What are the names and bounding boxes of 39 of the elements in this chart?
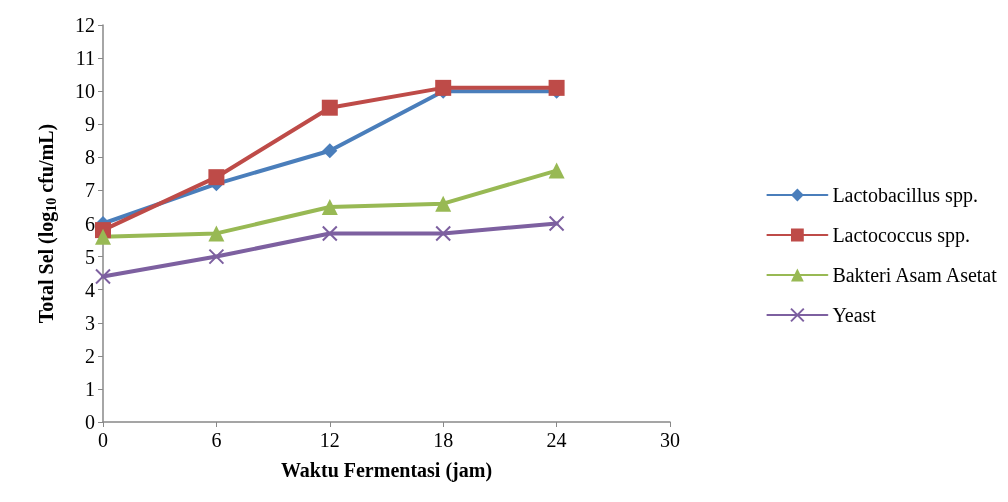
x-axis-title: Waktu Fermentasi (jam): [280, 459, 493, 482]
y-tick-label: 3: [85, 311, 95, 334]
x-tick-label: 6: [211, 429, 222, 451]
y-tick-label: 2: [85, 344, 95, 367]
point: [548, 162, 565, 179]
point: [95, 268, 111, 285]
legend-label: Lactobacillus spp.: [832, 184, 978, 207]
legend-label: Yeast: [832, 304, 877, 326]
y-tick-label: 5: [85, 245, 95, 268]
point: [322, 143, 338, 159]
y-tick-label: 9: [85, 113, 95, 136]
legend-label: Bakteri Asam Asetat: [832, 264, 998, 286]
y-tick-label: 1: [85, 377, 95, 400]
point: [435, 79, 452, 96]
y-tick-label: 6: [85, 212, 95, 235]
point: [548, 215, 565, 232]
x-tick-label: 24: [546, 429, 567, 451]
point: [208, 169, 225, 186]
y-tick-label: 10: [75, 80, 95, 103]
x-tick-label: 18: [433, 429, 454, 451]
y-tick-label: 12: [75, 14, 95, 36]
x-tick-label: 12: [319, 429, 340, 451]
y-tick-label: 8: [85, 146, 95, 169]
point: [321, 198, 338, 215]
y-tick-label: 0: [85, 411, 95, 433]
point: [321, 99, 338, 116]
point: [208, 225, 225, 242]
x-tick-label: 30: [660, 429, 680, 451]
point: [435, 225, 452, 242]
legend-label: Lactococcus spp.: [832, 224, 971, 247]
point: [435, 195, 452, 212]
point: [95, 228, 111, 245]
point: [548, 79, 565, 96]
point: [321, 225, 338, 242]
y-tick-label: 11: [75, 47, 95, 70]
y-axis-title: Total Sel (log10 cfu/mL): [35, 123, 59, 324]
y-tick-label: 7: [85, 179, 95, 202]
point: [208, 248, 225, 265]
y-tick-label: 4: [85, 278, 95, 301]
